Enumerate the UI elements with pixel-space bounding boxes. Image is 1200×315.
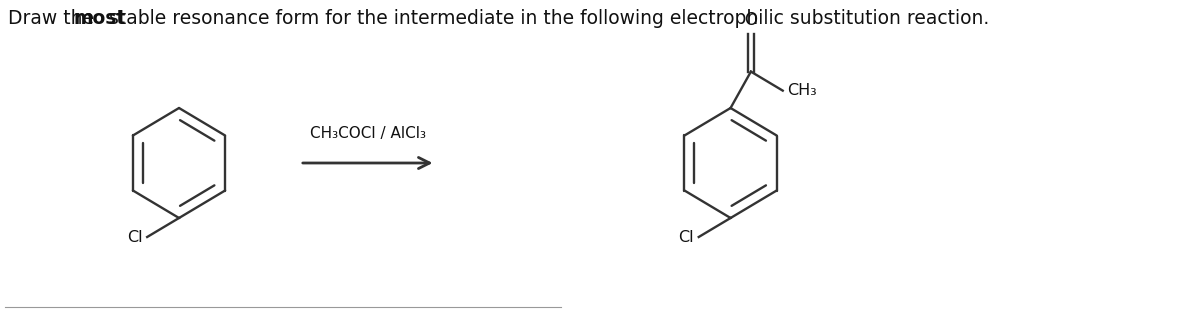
Text: Cl: Cl [127, 230, 143, 244]
Text: CH₃COCl / AlCl₃: CH₃COCl / AlCl₃ [310, 126, 426, 141]
Text: CH₃: CH₃ [787, 83, 817, 98]
Text: Cl: Cl [678, 230, 694, 244]
Text: Draw the: Draw the [7, 9, 100, 28]
Text: stable resonance form for the intermediate in the following electrophilic substi: stable resonance form for the intermedia… [103, 9, 989, 28]
Text: most: most [73, 9, 126, 28]
Text: O: O [744, 11, 757, 29]
